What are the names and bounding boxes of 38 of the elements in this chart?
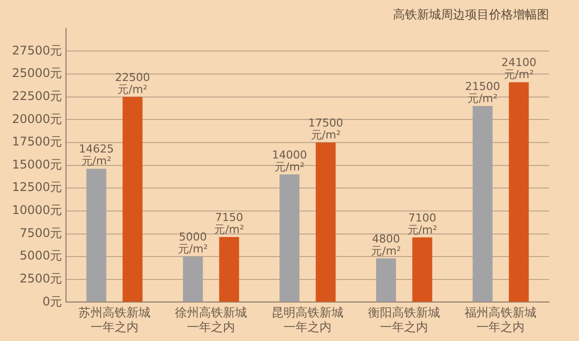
chart-title: 高铁新城周边项目价格增幅图	[393, 7, 549, 22]
bar	[472, 106, 493, 302]
data-label: 7150 元/m²	[214, 210, 244, 236]
y-tick-label: 25000元	[12, 66, 62, 80]
y-tick-label: 7500元	[20, 226, 62, 240]
bar	[219, 236, 240, 302]
y-tick-label: 2500元	[20, 272, 62, 286]
y-tick-label: 12500元	[12, 180, 62, 194]
y-tick-label: 15000元	[12, 157, 62, 172]
y-tick-label: 20000元	[12, 112, 62, 126]
data-label: 21500 元/m²	[465, 80, 500, 105]
x-tick-label: 昆明高铁新城一年之内	[272, 306, 344, 334]
y-tick-label: 5000元	[20, 248, 62, 263]
data-label: 7100 元/m²	[407, 211, 438, 236]
x-tick-label: 徐州高铁新城一年之内	[175, 306, 248, 334]
x-tick-label: 苏州高铁新城一年之内	[78, 306, 150, 334]
bar	[182, 256, 203, 302]
bar	[280, 174, 300, 302]
x-tick-label: 福州高铁新城一年之内	[464, 306, 537, 334]
data-label: 14625 元/m²	[78, 142, 114, 168]
y-tick-label: 17500元	[12, 134, 62, 149]
y-tick-label: 27500元	[12, 43, 62, 58]
y-tick-label: 0元	[42, 294, 62, 308]
bar	[412, 237, 432, 302]
y-tick-label: 22500元	[12, 88, 62, 103]
data-label: 17500 元/m²	[308, 116, 344, 142]
y-tick-label: 10000元	[12, 203, 62, 218]
bar	[122, 96, 143, 302]
bar	[508, 82, 529, 302]
data-label: 24100 元/m²	[501, 56, 536, 82]
bar	[376, 258, 396, 302]
data-label: 22500 元/m²	[115, 70, 150, 96]
bar	[86, 168, 106, 302]
x-tick-label: 衡阳高铁新城一年之内	[368, 306, 440, 334]
data-label: 4800 元/m²	[371, 232, 401, 258]
bar	[316, 142, 336, 302]
data-label: 14000 元/m²	[272, 148, 307, 174]
data-label: 5000 元/m²	[178, 230, 208, 256]
